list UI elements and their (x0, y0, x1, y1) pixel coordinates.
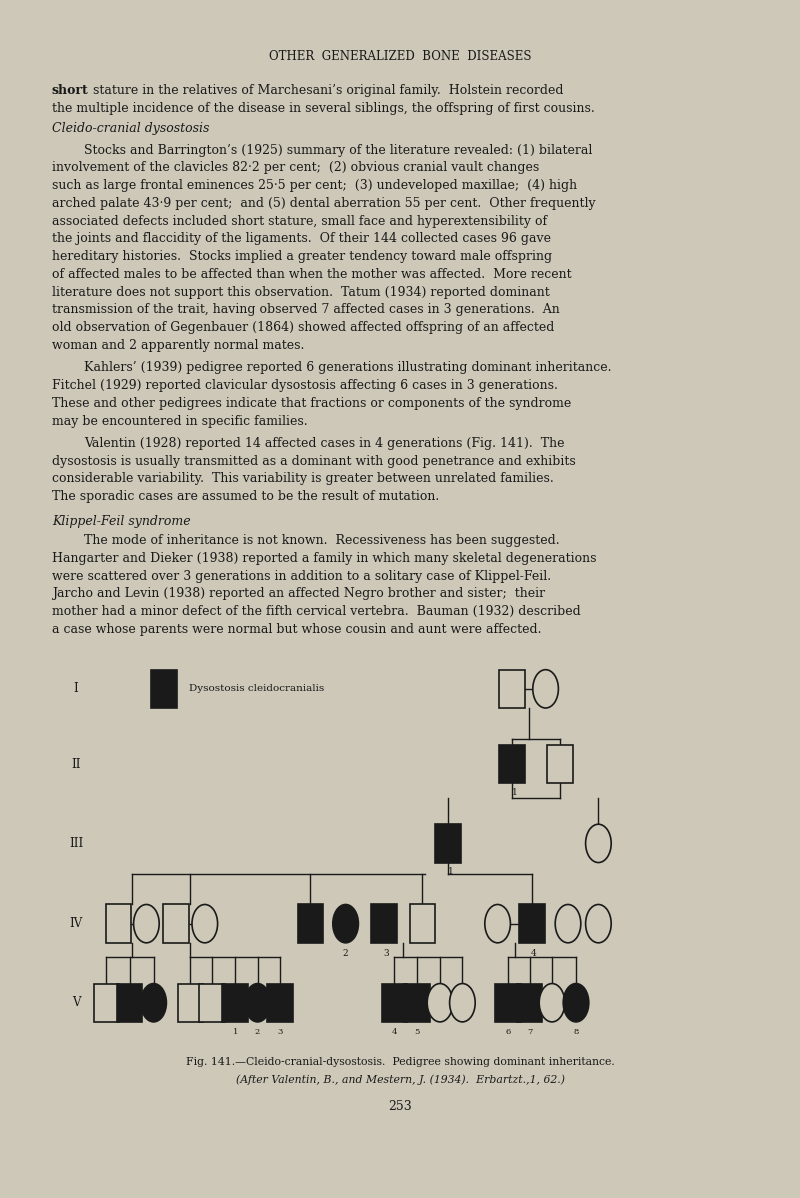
Circle shape (192, 904, 218, 943)
Circle shape (586, 904, 611, 943)
Text: woman and 2 apparently normal mates.: woman and 2 apparently normal mates. (52, 339, 304, 352)
Text: Stocks and Barrington’s (1925) summary of the literature revealed: (1) bilateral: Stocks and Barrington’s (1925) summary o… (84, 144, 592, 157)
Bar (519, 904, 545, 943)
Text: Klippel-Feil syndrome: Klippel-Feil syndrome (52, 515, 190, 528)
Text: literature does not support this observation.  Tatum (1934) reported dominant: literature does not support this observa… (52, 285, 550, 298)
Text: may be encountered in specific families.: may be encountered in specific families. (52, 415, 308, 428)
Text: mother had a minor defect of the fifth cervical vertebra.  Bauman (1932) describ: mother had a minor defect of the fifth c… (52, 605, 581, 618)
Bar (151, 670, 177, 708)
Circle shape (245, 984, 270, 1022)
Text: 2: 2 (342, 949, 349, 958)
Text: associated defects included short stature, small face and hyperextensibility of: associated defects included short statur… (52, 214, 547, 228)
Bar (499, 670, 525, 708)
Bar (517, 984, 542, 1022)
Text: Fig. 141.—Cleido-cranial-dysostosis.  Pedigree showing dominant inheritance.: Fig. 141.—Cleido-cranial-dysostosis. Ped… (186, 1057, 614, 1066)
Bar (499, 745, 525, 783)
Text: 5: 5 (414, 1028, 419, 1036)
Text: Hangarter and Dieker (1938) reported a family in which many skeletal degeneratio: Hangarter and Dieker (1938) reported a f… (52, 552, 597, 564)
Circle shape (141, 984, 166, 1022)
Bar (163, 904, 189, 943)
Text: 1: 1 (233, 1028, 238, 1036)
Text: 3: 3 (278, 1028, 282, 1036)
Text: stature in the relatives of Marchesani’s original family.  Holstein recorded: stature in the relatives of Marchesani’s… (89, 84, 563, 97)
Text: were scattered over 3 generations in addition to a solitary case of Klippel-Feil: were scattered over 3 generations in add… (52, 569, 551, 582)
Bar (371, 904, 397, 943)
Text: arched palate 43·9 per cent;  and (5) dental aberration 55 per cent.  Other freq: arched palate 43·9 per cent; and (5) den… (52, 196, 596, 210)
Bar (547, 745, 573, 783)
Circle shape (586, 824, 611, 863)
Text: Valentin (1928) reported 14 affected cases in 4 generations (Fig. 141).  The: Valentin (1928) reported 14 affected cas… (84, 437, 565, 450)
Text: the joints and flaccidity of the ligaments.  Of their 144 collected cases 96 gav: the joints and flaccidity of the ligamen… (52, 232, 551, 246)
Text: dysostosis is usually transmitted as a dominant with good penetrance and exhibit: dysostosis is usually transmitted as a d… (52, 455, 576, 467)
Circle shape (333, 904, 358, 943)
Circle shape (427, 984, 453, 1022)
Circle shape (555, 904, 581, 943)
Circle shape (450, 984, 475, 1022)
Text: of affected males to be affected than when the mother was affected.  More recent: of affected males to be affected than wh… (52, 268, 572, 280)
Circle shape (539, 984, 565, 1022)
Bar (178, 984, 203, 1022)
Text: I: I (74, 683, 78, 695)
Text: OTHER  GENERALIZED  BONE  DISEASES: OTHER GENERALIZED BONE DISEASES (269, 50, 531, 63)
Text: The mode of inheritance is not known.  Recessiveness has been suggested.: The mode of inheritance is not known. Re… (84, 534, 560, 547)
Text: III: III (69, 837, 83, 849)
Text: Fitchel (1929) reported clavicular dysostosis affecting 6 cases in 3 generations: Fitchel (1929) reported clavicular dysos… (52, 379, 558, 392)
Bar (117, 984, 142, 1022)
Text: 6: 6 (506, 1028, 510, 1036)
Bar (298, 904, 323, 943)
Bar (267, 984, 293, 1022)
Text: V: V (72, 997, 80, 1009)
Text: 6: 6 (127, 999, 132, 1006)
Text: The sporadic cases are assumed to be the result of mutation.: The sporadic cases are assumed to be the… (52, 490, 439, 503)
Text: II: II (71, 758, 81, 770)
Text: transmission of the trait, having observed 7 affected cases in 3 generations.  A: transmission of the trait, having observ… (52, 303, 560, 316)
Circle shape (485, 904, 510, 943)
Text: the multiple incidence of the disease in several siblings, the offspring of firs: the multiple incidence of the disease in… (52, 102, 594, 115)
Text: involvement of the clavicles 82·2 per cent;  (2) obvious cranial vault changes: involvement of the clavicles 82·2 per ce… (52, 162, 539, 175)
Text: (After Valentin, B., and Mestern, J. (1934).  Erbartzt.,1, 62.): (After Valentin, B., and Mestern, J. (19… (235, 1075, 565, 1085)
Text: short: short (52, 84, 89, 97)
Text: Cleido-cranial dysostosis: Cleido-cranial dysostosis (52, 122, 210, 135)
Text: hereditary histories.  Stocks implied a greater tendency toward male offspring: hereditary histories. Stocks implied a g… (52, 250, 552, 264)
Bar (94, 984, 119, 1022)
Text: 2: 2 (438, 999, 442, 1006)
Text: 1: 1 (511, 788, 518, 798)
Text: Dysostosis cleidocranialis: Dysostosis cleidocranialis (189, 684, 324, 694)
Text: 253: 253 (388, 1100, 412, 1113)
Bar (435, 824, 461, 863)
Bar (382, 984, 407, 1022)
Text: 1: 1 (447, 867, 454, 877)
Bar (199, 984, 225, 1022)
Text: 3: 3 (383, 949, 390, 958)
Circle shape (563, 984, 589, 1022)
Text: 7: 7 (596, 840, 601, 847)
Text: 8: 8 (574, 1028, 578, 1036)
Text: IV: IV (70, 918, 82, 930)
Bar (106, 904, 131, 943)
Bar (495, 984, 521, 1022)
Text: Kahlers’ (1939) pedigree reported 6 generations illustrating dominant inheritanc: Kahlers’ (1939) pedigree reported 6 gene… (84, 362, 611, 374)
Text: 4: 4 (392, 1028, 397, 1036)
Bar (410, 904, 435, 943)
Text: such as large frontal eminences 25·5 per cent;  (3) undeveloped maxillae;  (4) h: such as large frontal eminences 25·5 per… (52, 180, 577, 192)
Circle shape (533, 670, 558, 708)
Text: Jarcho and Levin (1938) reported an affected Negro brother and sister;  their: Jarcho and Levin (1938) reported an affe… (52, 587, 545, 600)
Circle shape (134, 904, 159, 943)
Text: 3: 3 (151, 999, 156, 1006)
Text: old observation of Gegenbauer (1864) showed affected offspring of an affected: old observation of Gegenbauer (1864) sho… (52, 321, 554, 334)
Bar (404, 984, 430, 1022)
Bar (222, 984, 248, 1022)
Text: 7: 7 (527, 1028, 532, 1036)
Text: 4: 4 (530, 949, 537, 958)
Text: a case whose parents were normal but whose cousin and aunt were affected.: a case whose parents were normal but who… (52, 623, 542, 636)
Text: These and other pedigrees indicate that fractions or components of the syndrome: These and other pedigrees indicate that … (52, 397, 571, 410)
Text: 2: 2 (255, 1028, 260, 1036)
Text: considerable variability.  This variability is greater between unrelated familie: considerable variability. This variabili… (52, 472, 554, 485)
